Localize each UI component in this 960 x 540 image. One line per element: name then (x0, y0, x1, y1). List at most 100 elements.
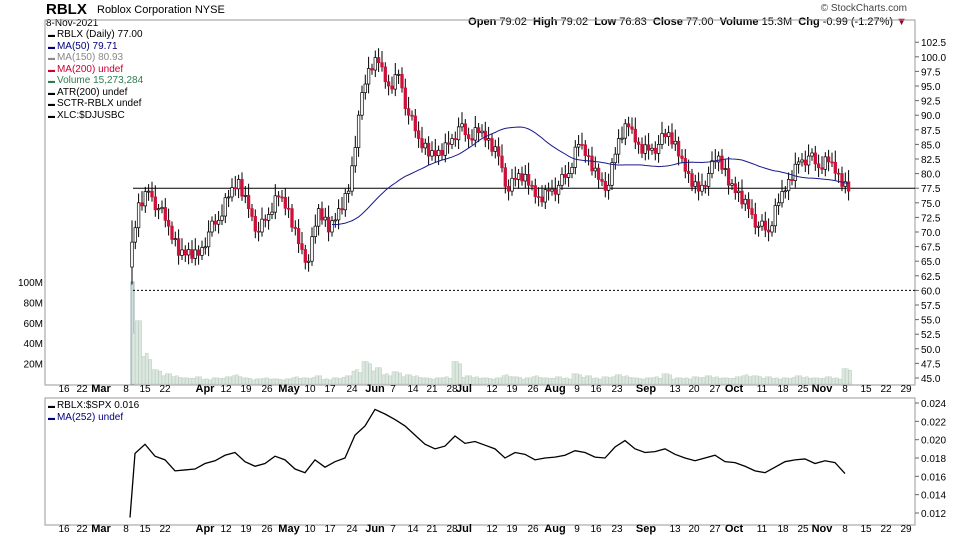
volume-bar (515, 376, 519, 385)
volume-bar (351, 370, 356, 385)
date-tick-label: 14 (407, 384, 419, 395)
volume-bar (658, 378, 662, 385)
candle-body (420, 138, 424, 149)
volume-bar (391, 371, 396, 385)
price-legend-item: ▬ SCTR-RBLX undef (48, 98, 141, 109)
volume-bar (828, 376, 832, 385)
candle-body (230, 187, 234, 198)
volume-label: Volume (719, 16, 759, 28)
volume-bar (608, 377, 612, 385)
legend-swatch-icon: ▬ (48, 403, 57, 410)
ratio-tick-label: 0.012 (921, 509, 946, 520)
candle-body (526, 174, 531, 186)
candle-body (163, 207, 167, 221)
candle-body (376, 57, 381, 63)
candle-body (570, 167, 574, 174)
date-tick-label: 15 (139, 384, 151, 395)
candle-body (563, 174, 567, 178)
volume-bar (568, 378, 572, 385)
volume-bar (215, 377, 219, 385)
volume-bar (478, 378, 482, 385)
legend-text: XLC:$DJUSBC (56, 109, 125, 121)
price-legend-item: ▬ MA(200) undef (48, 64, 123, 75)
candle-body (200, 247, 204, 256)
candle-body (180, 249, 184, 256)
ratio-legend-item: ▬ MA(252) undef (48, 412, 123, 423)
volume-bar (558, 376, 562, 385)
date-tick-label: 25 (797, 384, 809, 395)
volume-bar (258, 378, 262, 385)
volume-bar (761, 378, 766, 385)
date-tick-label: 7 (390, 384, 396, 395)
price-legend-item: ▬ ATR(200) undef (48, 87, 127, 98)
volume-bar (468, 375, 472, 385)
date-tick-label: 13 (669, 524, 681, 535)
date-tick-label: 22 (159, 384, 171, 395)
ratio-panel (44, 397, 916, 526)
candle-body (130, 241, 134, 268)
candle-body (793, 163, 797, 181)
candle-body (530, 184, 534, 187)
date-tick-label: 7 (390, 524, 396, 535)
legend-text: MA(50) 79.71 (56, 40, 118, 52)
date-tick-label: Jun (365, 523, 385, 535)
candle-body (630, 126, 634, 130)
candle-body (290, 208, 294, 228)
candle-body (476, 127, 481, 134)
volume-bar (578, 374, 582, 385)
volume-bar (191, 378, 196, 385)
volume-bar (208, 379, 212, 385)
candle-body (336, 208, 341, 221)
candle-body (633, 128, 637, 143)
volume-bar (591, 378, 596, 385)
candle-body (453, 138, 457, 141)
candle-body (763, 220, 767, 231)
volume-bar (285, 378, 289, 385)
date-tick-label: 26 (261, 384, 273, 395)
date-tick-label: 16 (58, 524, 70, 535)
price-tick-label: 87.5 (921, 126, 941, 137)
volume-value: 15.3M (761, 16, 793, 28)
candle-body (323, 216, 327, 221)
price-tick-label: 50.0 (921, 345, 941, 356)
date-tick-label: 23 (611, 384, 623, 395)
candle-body (496, 146, 501, 157)
volume-bar (695, 376, 699, 385)
volume-bar (195, 376, 199, 385)
candle-body (523, 174, 527, 182)
candle-body (543, 189, 547, 203)
candle-body (756, 225, 761, 228)
date-tick-label: 19 (240, 384, 252, 395)
ratio-tick-label: 0.024 (921, 399, 946, 410)
legend-text: MA(150) 80.93 (56, 52, 124, 63)
candle-body (183, 249, 187, 256)
volume-bar (438, 377, 442, 385)
date-tick-label: 26 (261, 524, 273, 535)
date-tick-label: 20 (688, 384, 700, 395)
ma50-line (331, 126, 849, 225)
volume-bar (521, 378, 526, 385)
candle-body (213, 220, 217, 225)
candle-body (623, 123, 627, 139)
volume-tick-label: 40M (24, 339, 43, 350)
volume-bar (458, 363, 462, 385)
candle-body (413, 115, 417, 132)
volume-bar (255, 378, 259, 385)
price-tick-label: 82.5 (921, 155, 941, 166)
volume-bar (388, 375, 392, 385)
candle-body (480, 130, 484, 134)
volume-bar (575, 373, 579, 385)
date-tick-label: 18 (777, 384, 789, 395)
stockcharts-watermark: © StockCharts.com (820, 3, 907, 14)
legend-swatch-icon: ▬ (48, 112, 57, 120)
date-tick-label: 18 (777, 524, 789, 535)
candle-body (343, 193, 347, 211)
candle-body (806, 155, 811, 166)
date-tick-label: 19 (240, 524, 252, 535)
volume-bar (451, 361, 456, 385)
volume-bar (821, 378, 826, 385)
volume-bar (708, 375, 712, 385)
candle-body (503, 167, 507, 187)
price-tick-label: 47.5 (921, 359, 941, 370)
candle-body (160, 207, 164, 209)
